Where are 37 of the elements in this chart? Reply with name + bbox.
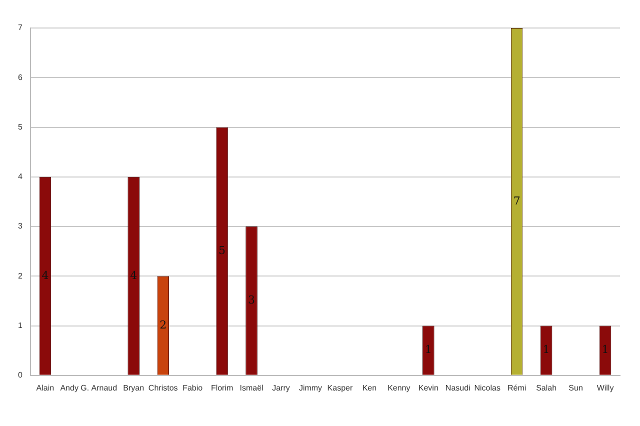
- data-label: 1: [542, 343, 550, 356]
- y-tick-label: 5: [18, 122, 23, 132]
- x-tick-label: Arnaud: [91, 383, 118, 392]
- data-label: 3: [248, 294, 256, 307]
- x-tick-label: Rémi: [507, 383, 526, 392]
- data-label: 5: [218, 244, 226, 257]
- data-label: 1: [602, 343, 609, 356]
- x-tick-label: Kenny: [388, 383, 410, 392]
- x-tick-label: Jimmy: [298, 383, 322, 392]
- x-tick-label: Ken: [362, 383, 377, 392]
- data-label: 1: [424, 343, 432, 356]
- y-tick-label: 0: [18, 370, 23, 380]
- y-tick-label: 4: [18, 172, 23, 182]
- data-label: 4: [42, 268, 49, 282]
- x-tick-label: Sun: [568, 383, 583, 392]
- data-label: 7: [513, 194, 520, 208]
- x-tick-label: Bryan: [123, 383, 144, 392]
- x-tick-label: Jarry: [272, 383, 290, 392]
- data-label: 4: [130, 268, 138, 282]
- data-label: 2: [160, 318, 167, 332]
- y-tick-label: 6: [18, 72, 23, 82]
- x-tick-label: Ismaël: [240, 383, 264, 392]
- x-tick-label: Florim: [210, 383, 234, 392]
- y-tick-label: 2: [18, 271, 23, 280]
- x-tick-label: Christos: [148, 383, 178, 392]
- x-tick-label: Andy G.: [60, 383, 90, 392]
- x-tick-label: Nicolas: [474, 383, 500, 392]
- x-tick-label: Willy: [596, 383, 614, 392]
- x-tick-label: Nasudi: [445, 383, 471, 392]
- x-tick-label: Kasper: [327, 383, 353, 392]
- y-tick-label: 7: [18, 23, 23, 32]
- y-tick-label: 1: [18, 320, 23, 330]
- y-tick-label: 3: [18, 222, 23, 231]
- x-tick-label: Salah: [536, 383, 557, 392]
- x-tick-label: Kevin: [418, 383, 438, 392]
- x-tick-label: Fabio: [182, 383, 204, 392]
- x-tick-label: Alain: [36, 383, 54, 392]
